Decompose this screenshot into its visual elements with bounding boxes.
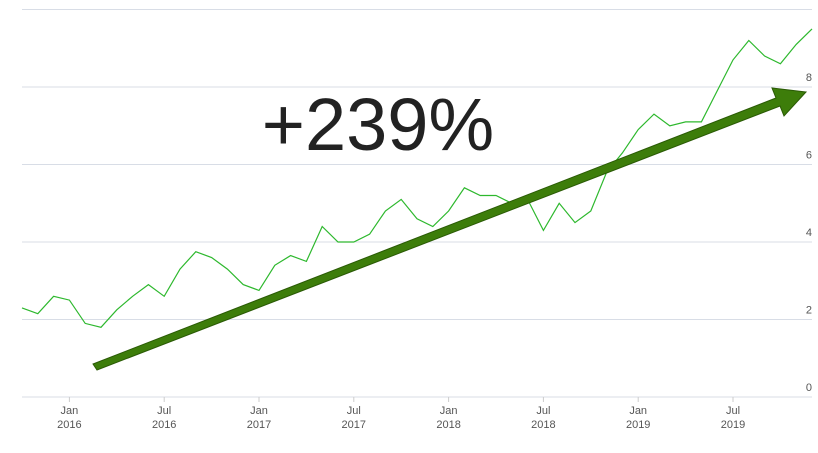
y-tick-label: 2 <box>806 305 812 317</box>
y-tick-label: 6 <box>806 150 812 162</box>
x-tick-label: Jul 2017 <box>342 405 366 431</box>
data-line <box>21 28 813 328</box>
y-tick-label: 8 <box>806 72 812 84</box>
x-tick-label: Jul 2019 <box>721 405 745 431</box>
y-tick-label: 0 <box>806 382 812 394</box>
y-tick-label: 4 <box>806 227 812 239</box>
trend-arrow <box>92 87 808 371</box>
x-tick-label: Jan 2019 <box>626 405 650 431</box>
x-tick-label: Jan 2017 <box>247 405 271 431</box>
x-tick-label: Jul 2018 <box>531 405 555 431</box>
x-tick-label: Jul 2016 <box>152 405 176 431</box>
x-tick-label: Jan 2018 <box>436 405 460 431</box>
x-tick-label: Jan 2016 <box>57 405 81 431</box>
annotation: +239% <box>262 83 494 166</box>
